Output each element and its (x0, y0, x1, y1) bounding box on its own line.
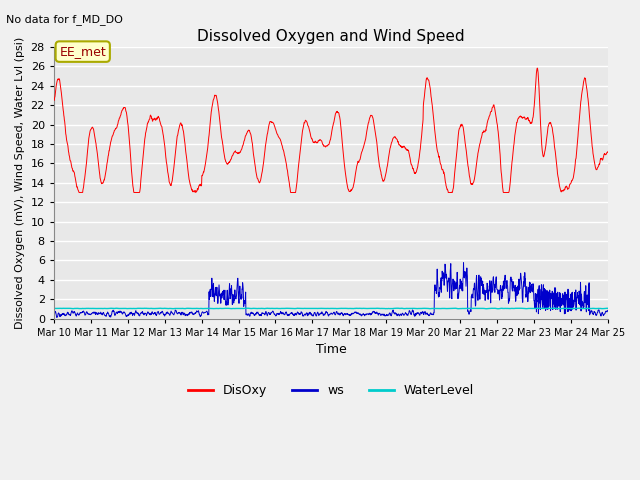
ws (604, 307, 612, 313)
WaterLevel (305, 306, 312, 312)
Legend: DisOxy, ws, WaterLevel: DisOxy, ws, WaterLevel (183, 379, 479, 402)
DisOxy (76, 190, 83, 195)
WaterLevel (319, 306, 327, 312)
Title: Dissolved Oxygen and Wind Speed: Dissolved Oxygen and Wind Speed (197, 29, 465, 44)
Text: No data for f_MD_DO: No data for f_MD_DO (6, 14, 124, 25)
ws (460, 260, 467, 265)
WaterLevel (78, 306, 86, 312)
Line: WaterLevel: WaterLevel (54, 308, 608, 309)
DisOxy (305, 125, 313, 131)
ws (53, 315, 61, 321)
DisOxy (604, 149, 612, 155)
Line: DisOxy: DisOxy (54, 68, 608, 192)
WaterLevel (604, 305, 612, 311)
ws (487, 300, 495, 306)
DisOxy (486, 109, 494, 115)
WaterLevel (589, 305, 596, 311)
DisOxy (79, 190, 86, 195)
DisOxy (589, 145, 596, 151)
DisOxy (320, 143, 328, 148)
ws (50, 311, 58, 317)
ws (79, 310, 86, 315)
WaterLevel (483, 306, 490, 312)
ws (320, 312, 328, 318)
X-axis label: Time: Time (316, 343, 346, 356)
DisOxy (533, 65, 541, 71)
ws (305, 312, 313, 317)
WaterLevel (588, 306, 596, 312)
WaterLevel (486, 305, 494, 311)
DisOxy (50, 97, 58, 103)
WaterLevel (575, 305, 583, 311)
DisOxy (588, 143, 596, 149)
WaterLevel (50, 305, 58, 311)
Y-axis label: Dissolved Oxygen (mV), Wind Speed, Water Lvl (psi): Dissolved Oxygen (mV), Wind Speed, Water… (15, 36, 25, 329)
ws (589, 311, 596, 317)
ws (588, 309, 596, 314)
Text: EE_met: EE_met (60, 45, 106, 58)
Line: ws: ws (54, 263, 608, 318)
